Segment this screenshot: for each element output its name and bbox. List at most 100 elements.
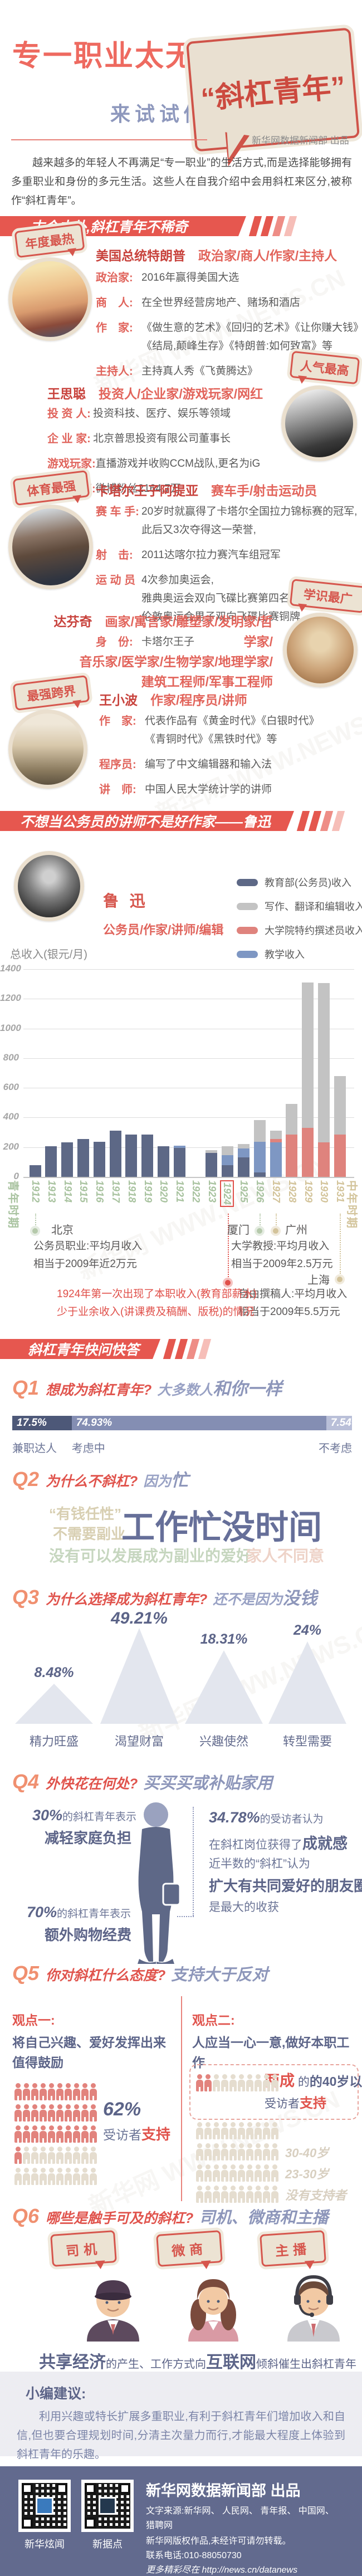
annotation-freelancer-line1: 自由撰稿人:平均月收入: [238, 1288, 348, 1300]
banner-stripes: [248, 216, 297, 236]
q5-view2-box-line2: 受访者支持: [265, 2096, 326, 2111]
year-label-1928: 1928: [286, 1180, 298, 1203]
person-icon: [56, 2147, 63, 2164]
person-icon: [271, 2143, 278, 2160]
annotation-1924-note-line1: 1924年第一次出现了本职收入(教育部薪水): [57, 1288, 257, 1300]
pictogram-row: [14, 2104, 98, 2124]
q1-segment-2: 7.54%: [326, 1416, 361, 1430]
editor-suggestion-box: 小编建议: 利用兴趣或特长扩展多重职业,有利于斜杠青年们增加收入和自信,但也要合…: [0, 2372, 362, 2461]
q5-age-label-1: 30-40岁: [285, 2146, 329, 2160]
q5-view1-support-label: 受访者支持: [103, 2126, 171, 2143]
q5-view1-percent: 62%: [103, 2099, 141, 2120]
person-icon: [196, 2186, 203, 2203]
person-icon: [14, 2147, 22, 2164]
person-icon: [221, 2122, 228, 2139]
bar-1924: [222, 1165, 234, 1177]
person-icon: [90, 2125, 97, 2143]
person-icon: [229, 2186, 237, 2203]
role-bubble-anchor: 主播: [260, 2230, 326, 2270]
person-icon: [65, 2147, 72, 2164]
q2-cloud-item: 家人不同意: [246, 1547, 325, 1565]
q1-stacked-bar: 17.5% 74.93% 7.54%: [12, 1416, 361, 1430]
bar-1930: [317, 1142, 330, 1177]
person-icon: [255, 2186, 262, 2203]
year-label-1930: 1930: [319, 1180, 330, 1203]
year-label-1921: 1921: [174, 1180, 186, 1203]
annotation-professor-line2: 相当于2009年2.5万元: [231, 1258, 333, 1270]
person-icon: [81, 2168, 89, 2185]
annotation-1924-note-line2: 少于业余收入(讲课费及稿酬、版税)的情况: [57, 1306, 255, 1318]
person-icon: [221, 2074, 228, 2091]
person-icon: [14, 2083, 22, 2100]
year-label-1929: 1929: [302, 1180, 314, 1203]
q3-peak-label: 渴望财富: [114, 1734, 164, 1748]
person-icon: [246, 2122, 253, 2139]
q6-caption: 共享经济的产生、工作方式向互联网倾斜催生出斜杠青年: [39, 2353, 356, 2372]
person-icon: [221, 2186, 228, 2203]
person-icon: [48, 2104, 55, 2122]
profile-row: 讲 师: 中国人民大学统计学的讲师: [99, 784, 272, 796]
wangsicong-photo: [281, 385, 357, 461]
person-icon: [204, 2143, 212, 2160]
person-icon: [229, 2074, 237, 2091]
person-icon: [229, 2143, 237, 2160]
person-icon: [238, 2122, 245, 2139]
annotation-city-beijing: 北京: [51, 1224, 74, 1236]
person-icon: [204, 2164, 212, 2182]
profile-row: 主持人: 主持真人秀《飞黄腾达》: [96, 365, 258, 378]
person-icon: [271, 2164, 278, 2182]
person-icon: [90, 2104, 97, 2122]
person-icon: [246, 2164, 253, 2182]
bar-1915: [77, 1139, 89, 1177]
person-icon: [238, 2164, 245, 2182]
person-icon: [65, 2168, 72, 2185]
person-icon: [14, 2104, 22, 2122]
bar-1921: [173, 1146, 185, 1148]
person-icon: [65, 2083, 72, 2100]
bar-1921: [173, 1147, 185, 1177]
year-label-1924: 1924: [219, 1180, 234, 1208]
q2-cloud-item: “有钱任性”: [49, 1505, 122, 1522]
footer-produced-by: 新华网数据新闻部 出品: [146, 2482, 301, 2499]
person-icon: [14, 2168, 22, 2185]
annotation-connector: [276, 1214, 277, 1225]
q4-left-stat1-bold: 减轻家庭负担: [45, 1830, 132, 1846]
profile-row: 投 资 人: 投资科技、医疗、娱乐等领域: [47, 408, 231, 420]
person-icon: [23, 2083, 30, 2100]
q3-peak-label: 兴趣使然: [199, 1734, 249, 1748]
person-icon: [221, 2143, 228, 2160]
profile-row: 赛 车 手: 20岁时就赢得了卡塔尔全国拉力锦标赛的冠军, 此后又3次夺得这一荣誉,: [96, 506, 358, 536]
person-icon: [263, 2122, 270, 2139]
person-icon: [255, 2122, 262, 2139]
annotation-connector: [228, 1214, 229, 1277]
q5-view1-title: 观点一:: [12, 2013, 55, 2027]
bar-1913: [45, 1146, 57, 1177]
period-label-middle-age: 中年时期: [345, 1180, 358, 1229]
bar-1926: [253, 1172, 266, 1177]
person-icon: [31, 2083, 38, 2100]
pictogram-row: [196, 2186, 280, 2206]
bar-1926: [253, 1141, 266, 1172]
q5-view2-highlight-box: [189, 2064, 359, 2120]
bar-1925: [237, 1157, 250, 1177]
q1-segment-label: 考虑中: [71, 1443, 105, 1455]
q4-dotted-connector-v: [193, 1807, 194, 1916]
profile-row: 射 击: 2011达喀尔拉力赛汽车组冠军: [96, 549, 281, 561]
bar-1926: [253, 1120, 266, 1142]
bar-1917: [109, 1130, 121, 1177]
person-icon: [14, 2125, 22, 2143]
q3-peaks-chart: 8.48% 精力旺盛 49.21% 渴望财富 18.31% 兴趣使然 24% 转型需要: [0, 1609, 362, 1749]
qr-label-xuanwen: 新华炫闻: [25, 2539, 65, 2550]
q4-right-stat3: 近半数的“斜杠”认为: [209, 1858, 310, 1870]
suggestion-title: 小编建议:: [26, 2386, 86, 2402]
person-icon: [40, 2168, 47, 2185]
person-icon: [271, 2074, 278, 2091]
person-icon: [48, 2168, 55, 2185]
annotation-city-guangzhou: 广州: [285, 1224, 307, 1236]
person-icon: [81, 2147, 89, 2164]
bar-1923: [206, 1153, 218, 1177]
person-icon: [196, 2164, 203, 2182]
q3-peak-percent: 8.48%: [34, 1665, 74, 1680]
qr-code-xuanwen: [18, 2480, 71, 2532]
luxun-photo: [14, 851, 84, 921]
